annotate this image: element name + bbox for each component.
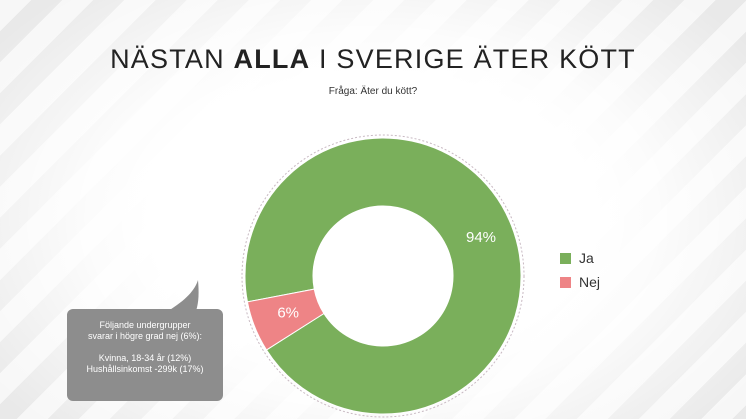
- callout-note: Följande undergrupper svarar i högre gra…: [67, 309, 223, 401]
- note-line-1: Följande undergrupper: [99, 320, 191, 330]
- legend-label-nej: Nej: [579, 274, 601, 290]
- donut-outline: [241, 134, 525, 418]
- slice-label-ja: 94%: [466, 229, 496, 246]
- note-line-3: Kvinna, 18-34 år (12%): [98, 353, 192, 363]
- legend-item-ja: Ja: [560, 246, 600, 270]
- legend: Ja Nej: [560, 246, 600, 294]
- note-line-2: svarar i högre grad nej (6%):: [87, 331, 203, 341]
- legend-item-nej: Nej: [560, 270, 600, 294]
- slice-nej: [246, 288, 325, 351]
- legend-label-ja: Ja: [579, 250, 594, 266]
- chart-subtitle: Fråga: Äter du kött?: [328, 86, 418, 97]
- legend-swatch-nej: [560, 276, 571, 288]
- slice-ja: [244, 137, 522, 415]
- note-line-4: Hushållsinkomst -299k (17%): [86, 364, 204, 374]
- chart-title: NÄSTAN ALLA I SVERIGE ÄTER KÖTT: [110, 44, 636, 74]
- legend-swatch-ja: [560, 252, 571, 264]
- slice-label-nej: 6%: [277, 305, 299, 322]
